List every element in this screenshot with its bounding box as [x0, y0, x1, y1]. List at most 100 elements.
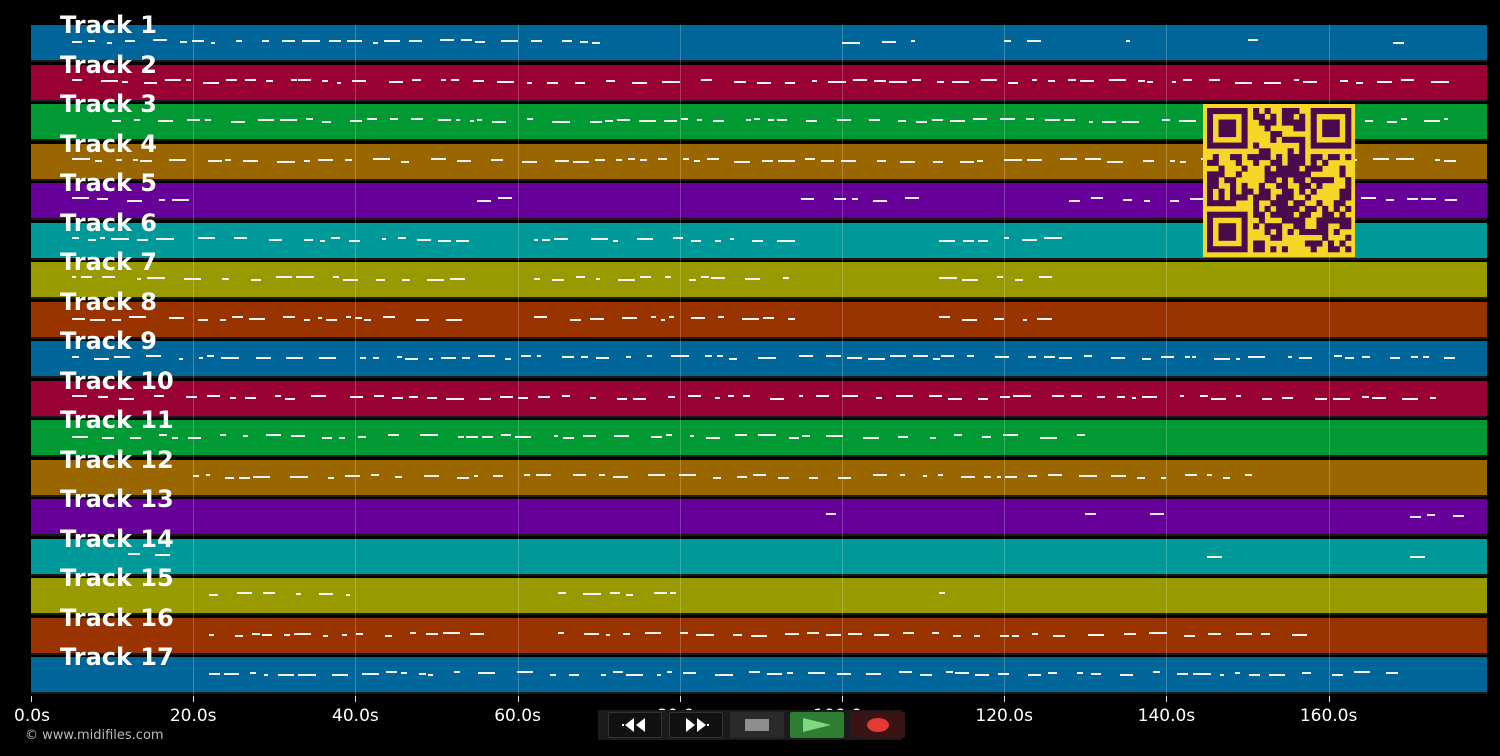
note-mark — [275, 276, 292, 278]
note-mark — [296, 276, 314, 278]
note-mark — [640, 276, 651, 278]
note-mark — [477, 672, 496, 674]
note-mark — [111, 237, 129, 240]
note-mark — [1260, 632, 1271, 635]
note-mark — [100, 236, 105, 239]
note-mark — [1386, 672, 1399, 674]
note-mark — [94, 159, 102, 162]
note-mark — [450, 278, 465, 280]
note-mark — [185, 78, 191, 81]
note-mark — [1401, 397, 1418, 400]
note-mark — [126, 200, 142, 202]
note-mark — [752, 473, 766, 476]
track-band[interactable] — [31, 459, 1487, 497]
track-band[interactable] — [31, 499, 1487, 536]
note-mark — [550, 674, 557, 676]
track-band[interactable] — [31, 657, 1487, 694]
track-band[interactable] — [31, 538, 1487, 576]
note-mark — [900, 160, 915, 163]
note-mark — [569, 674, 580, 676]
note-mark — [386, 671, 398, 673]
note-mark — [1410, 356, 1418, 358]
fast-forward-button[interactable] — [669, 712, 723, 738]
note-mark — [625, 674, 643, 676]
note-mark — [1047, 79, 1056, 82]
track-band[interactable] — [31, 262, 1487, 299]
note-mark — [999, 118, 1015, 120]
note-mark — [220, 434, 226, 436]
qr-code[interactable] — [1203, 104, 1355, 257]
note-mark — [954, 672, 970, 674]
note-mark — [1090, 673, 1101, 675]
note-mark — [562, 356, 574, 358]
track-band[interactable] — [31, 420, 1487, 457]
note-mark — [319, 239, 326, 242]
track-band[interactable] — [31, 301, 1487, 339]
note-mark — [183, 278, 201, 280]
note-mark — [853, 78, 867, 81]
note-mark — [304, 238, 314, 241]
note-mark — [477, 200, 491, 202]
note-mark — [541, 238, 550, 241]
note-mark — [402, 279, 410, 281]
note-mark — [596, 278, 601, 280]
note-mark — [526, 81, 533, 84]
note-mark — [470, 120, 475, 122]
note-mark — [678, 473, 696, 476]
note-mark — [932, 631, 939, 634]
note-mark — [816, 394, 829, 397]
note-mark — [660, 318, 666, 321]
note-mark — [1223, 476, 1230, 479]
note-mark — [680, 118, 689, 120]
track-band[interactable] — [31, 341, 1487, 378]
note-mark — [425, 632, 439, 635]
note-mark — [911, 78, 922, 81]
note-mark — [317, 158, 333, 161]
track-band[interactable] — [31, 578, 1487, 615]
note-mark — [1291, 633, 1308, 636]
note-mark — [689, 435, 695, 437]
note-mark — [71, 78, 83, 81]
note-mark — [1048, 473, 1062, 476]
note-mark — [1125, 40, 1130, 42]
note-mark — [612, 475, 628, 478]
note-mark — [553, 237, 569, 240]
note-mark — [206, 355, 214, 357]
note-mark — [497, 197, 513, 199]
track-band[interactable] — [31, 25, 1487, 62]
note-mark — [325, 318, 338, 321]
play-button[interactable] — [790, 712, 844, 738]
note-mark — [533, 315, 547, 318]
note-mark — [895, 394, 913, 397]
note-mark — [948, 397, 963, 400]
record-button[interactable] — [851, 712, 905, 738]
note-mark — [168, 158, 187, 161]
note-mark — [982, 436, 992, 438]
note-mark — [500, 434, 512, 436]
rewind-button[interactable] — [608, 712, 662, 738]
note-mark — [159, 434, 167, 436]
note-mark — [116, 158, 122, 161]
note-mark — [1058, 357, 1073, 359]
note-mark — [1200, 394, 1208, 397]
note-mark — [1409, 516, 1421, 518]
note-mark — [1036, 317, 1052, 320]
note-mark — [198, 318, 208, 321]
note-mark — [605, 120, 614, 122]
note-mark — [169, 316, 184, 319]
note-mark — [531, 40, 543, 42]
note-mark — [537, 355, 542, 357]
track-band[interactable] — [31, 380, 1487, 418]
note-mark — [526, 118, 534, 120]
note-mark — [372, 157, 391, 160]
note-mark — [1248, 674, 1260, 676]
note-mark — [294, 632, 311, 635]
note-mark — [1287, 356, 1292, 358]
note-mark — [1110, 357, 1125, 359]
note-mark — [733, 160, 750, 163]
tick-label: 0.0s — [14, 706, 50, 726]
note-mark — [842, 42, 860, 44]
stop-button[interactable] — [730, 712, 784, 738]
note-mark — [946, 671, 953, 673]
